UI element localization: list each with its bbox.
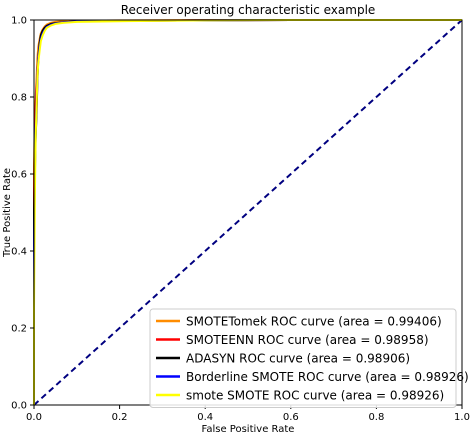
legend: SMOTETomek ROC curve (area = 0.99406) SMO…	[149, 308, 469, 408]
x-axis-label: False Positive Rate	[202, 424, 295, 435]
x-tick-label: 0.2	[112, 412, 128, 423]
y-tick-label: 0.0	[11, 401, 27, 412]
y-axis-label: True Positive Rate	[2, 168, 13, 258]
legend-entry-label: smote SMOTE ROC curve (area = 0.98926)	[186, 389, 444, 403]
legend-entry-label: SMOTEENN ROC curve (area = 0.98958)	[186, 333, 429, 347]
reference-diagonal-line	[33, 19, 463, 406]
x-tick-label: 0.8	[368, 412, 384, 423]
x-tick-label: 1.0	[454, 412, 470, 423]
x-tick-label: 0.6	[283, 412, 299, 423]
y-tick-label: 0.6	[11, 170, 27, 181]
chart-title: Receiver operating characteristic exampl…	[121, 3, 376, 17]
y-tick-label: 1.0	[11, 16, 27, 27]
y-axis: 0.0 0.2 0.4 0.6 0.8 1.0	[11, 16, 34, 412]
legend-entry-label: ADASYN ROC curve (area = 0.98906)	[186, 352, 410, 366]
legend-box	[149, 308, 457, 408]
y-tick-label: 0.8	[11, 93, 27, 104]
y-tick-label: 0.4	[11, 247, 27, 258]
roc-curve-series-5	[33, 19, 462, 405]
x-tick-label: 0.4	[197, 412, 213, 423]
x-tick-label: 0.0	[26, 412, 42, 423]
y-tick-label: 0.2	[11, 324, 27, 335]
legend-entry-label: Borderline SMOTE ROC curve (area = 0.989…	[186, 370, 469, 384]
legend-entry-label: SMOTETomek ROC curve (area = 0.99406)	[186, 315, 442, 329]
